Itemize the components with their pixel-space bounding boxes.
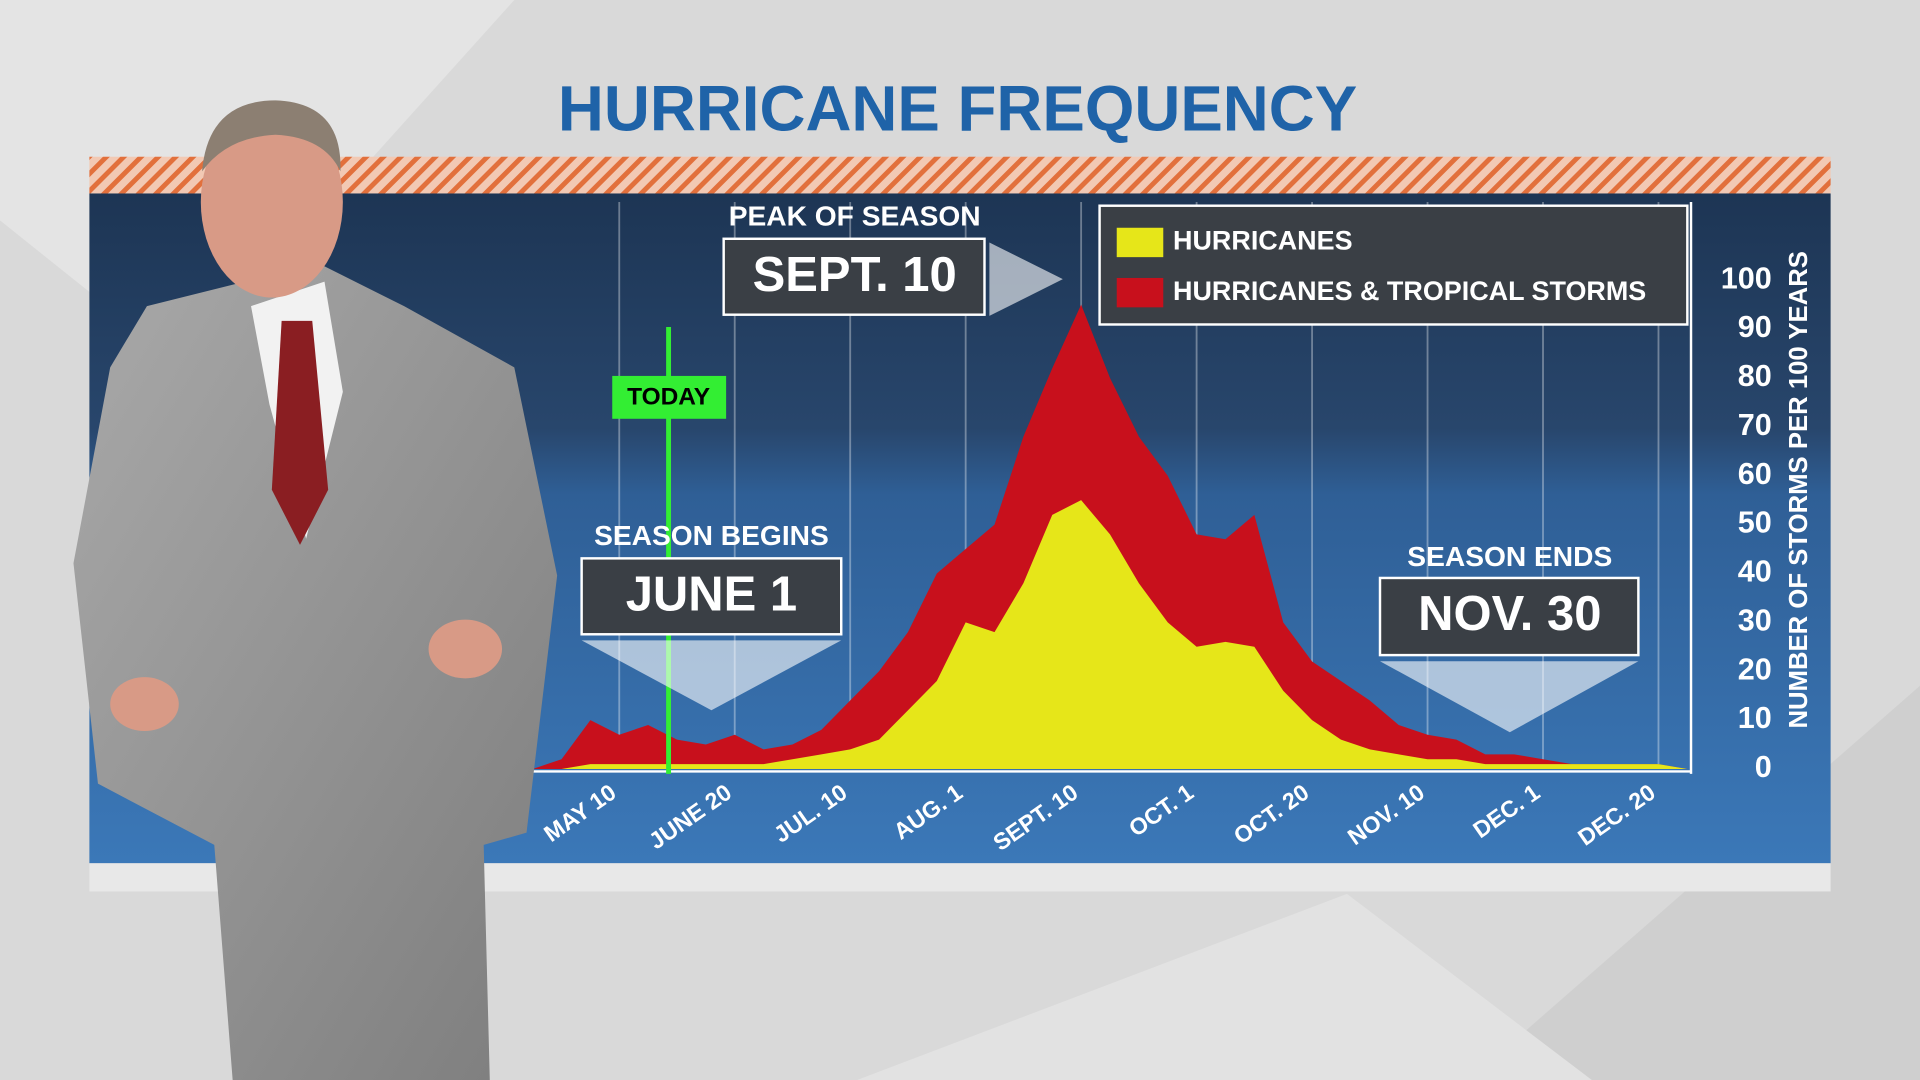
today-tag: [612, 375, 727, 419]
chart-title: HURRICANE FREQUENCY: [558, 74, 1357, 145]
peak-label: PEAK OF SEASON: [729, 200, 981, 231]
end-arrow: [1380, 661, 1639, 733]
begin-arrow: [581, 640, 842, 711]
y-tick-label: 80: [1738, 359, 1772, 393]
y-tick-label: 40: [1738, 555, 1772, 589]
legend-label: HURRICANES & TROPICAL STORMS: [1173, 276, 1646, 306]
y-tick-label: 10: [1738, 701, 1772, 735]
series-area: [532, 500, 1688, 769]
begin-label: SEASON BEGINS: [594, 520, 829, 551]
y-tick-label: 60: [1738, 457, 1772, 491]
today-label: TODAY: [627, 383, 710, 410]
presenter-head: [200, 106, 343, 298]
annotations: TODAY PEAK OF SEASON SEPT. 10 SEASON BEG…: [580, 200, 1640, 774]
y-tick-label: 20: [1738, 652, 1772, 686]
presenter-tie: [271, 320, 329, 545]
presenter-suit: [73, 263, 558, 1080]
y-tick-label: 70: [1738, 408, 1772, 442]
end-date: NOV. 30: [1418, 587, 1601, 641]
legend-label: HURRICANES: [1173, 226, 1353, 256]
legend-swatch: [1116, 227, 1164, 258]
y-tick-label: 90: [1738, 310, 1772, 344]
legend: HURRICANES HURRICANES & TROPICAL STORMS: [1098, 204, 1689, 326]
begin-box: [580, 557, 843, 636]
legend-swatch: [1116, 277, 1164, 308]
end-label: SEASON ENDS: [1407, 541, 1612, 572]
begin-date: JUNE 1: [626, 567, 797, 621]
y-tick-label: 50: [1738, 506, 1772, 540]
y-axis-label: NUMBER OF STORMS PER 100 YEARS: [1785, 251, 1813, 729]
peak-arrow: [989, 242, 1063, 316]
end-box: [1378, 576, 1640, 657]
presenter-hand: [428, 619, 503, 679]
presenter-hair: [202, 100, 341, 172]
peak-date: SEPT. 10: [753, 248, 957, 302]
presenter: [73, 100, 558, 1080]
peak-box: [722, 237, 986, 316]
y-tick-label: 0: [1755, 750, 1772, 784]
presenter-hand: [110, 677, 179, 732]
hatch-band: [89, 156, 1831, 194]
y-tick-label: 30: [1738, 603, 1772, 637]
y-tick-label: 100: [1721, 261, 1772, 295]
bg-shape: [857, 893, 1592, 1080]
legend-box: [1098, 204, 1689, 326]
